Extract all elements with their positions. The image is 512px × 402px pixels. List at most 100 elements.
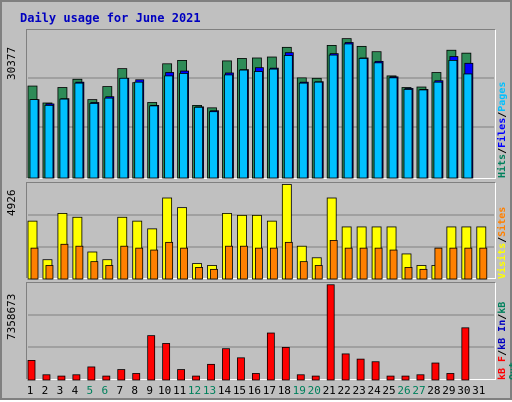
x-tick-label-day-3: 3	[56, 384, 64, 397]
x-tick-label-day-2: 2	[41, 384, 49, 397]
x-tick-label-day-6: 6	[101, 384, 109, 397]
bar-bottom-kb-f-day-7	[117, 369, 126, 381]
x-tick-label-day-15: 15	[232, 384, 247, 397]
x-tick-label-day-16: 16	[247, 384, 262, 397]
x-tick-label-day-1: 1	[26, 384, 34, 397]
x-tick-label-day-11: 11	[172, 384, 187, 397]
x-tick-label-day-20: 20	[307, 384, 321, 397]
x-tick-label-day-9: 9	[146, 384, 153, 397]
bar-bottom-kb-f-day-18	[281, 346, 290, 381]
bar-bottom-kb-f-day-3	[57, 375, 66, 381]
bar-top-pages-day-21	[328, 54, 338, 179]
bar-middle-sites-day-27	[419, 268, 428, 280]
bar-top-pages-day-20	[313, 81, 323, 179]
bar-top-pages-day-15	[239, 69, 248, 179]
bar-bottom-kb-f-day-11	[177, 369, 186, 381]
bar-middle-sites-day-20	[314, 265, 323, 280]
x-tick-label-day-7: 7	[116, 384, 124, 397]
bar-middle-sites-day-23	[359, 247, 368, 280]
bar-bottom-kb-f-day-25	[386, 375, 395, 381]
x-tick-label-day-31: 31	[472, 384, 486, 397]
x-tick-label-day-8: 8	[131, 384, 139, 397]
bar-middle-sites-day-4	[75, 245, 84, 280]
bar-bottom-kb-f-day-8	[132, 373, 141, 381]
bar-bottom-kb-f-day-15	[237, 357, 245, 381]
bar-middle-sites-day-19	[299, 261, 308, 280]
bar-top-pages-day-27	[418, 89, 428, 179]
x-tick-label-day-22: 22	[337, 384, 351, 397]
bar-bottom-kb-f-day-10	[162, 343, 171, 381]
bar-bottom-kb-f-day-6	[102, 375, 111, 381]
bar-middle-sites-day-5	[90, 261, 99, 280]
x-tick-label-day-28: 28	[427, 384, 441, 397]
bar-bottom-kb-f-day-13	[207, 363, 215, 381]
bar-middle-sites-day-25	[389, 249, 398, 280]
bar-middle-sites-day-3	[60, 243, 69, 280]
bar-middle-sites-day-9	[150, 249, 159, 280]
bar-bottom-kb-f-day-28	[431, 362, 440, 381]
x-tick-label-day-23: 23	[352, 384, 366, 397]
bar-bottom-kb-f-day-20	[311, 375, 320, 381]
bar-bottom-kb-f-day-24	[371, 361, 380, 381]
bar-top-pages-day-22	[343, 43, 353, 179]
bar-top-pages-day-26	[403, 89, 413, 179]
x-tick-label-day-25: 25	[382, 384, 396, 397]
bar-top-pages-day-11	[179, 73, 189, 179]
x-tick-label-day-14: 14	[217, 384, 232, 397]
bar-bottom-kb-f-day-16	[251, 373, 260, 381]
bar-middle-sites-day-31	[479, 247, 488, 280]
bar-middle-sites-day-30	[464, 247, 473, 280]
bar-top-pages-day-6	[104, 97, 114, 179]
bar-middle-sites-day-7	[120, 245, 129, 280]
bar-bottom-kb-f-day-2	[42, 374, 51, 381]
bar-top-pages-day-1	[29, 99, 39, 179]
bar-top-pages-day-3	[59, 98, 69, 179]
bar-middle-sites-day-28	[434, 247, 443, 280]
x-tick-label-day-30: 30	[457, 384, 471, 397]
x-tick-label-day-21: 21	[322, 384, 336, 397]
bar-top-pages-day-19	[298, 82, 308, 179]
bar-bottom-kb-f-day-22	[341, 353, 350, 381]
bar-top-pages-day-14	[224, 74, 233, 179]
bar-top-pages-day-18	[283, 55, 293, 179]
bar-top-pages-day-8	[134, 81, 144, 179]
bar-top-pages-day-5	[89, 103, 99, 179]
bar-middle-sites-day-18	[284, 241, 293, 280]
chart-title: Daily usage for June 2021	[20, 11, 201, 25]
x-tick-label-day-26: 26	[397, 384, 411, 397]
bar-middle-sites-day-14	[225, 245, 233, 280]
bar-bottom-kb-f-day-26	[401, 375, 410, 381]
bar-top-pages-day-28	[433, 81, 443, 179]
bar-top-pages-day-17	[268, 68, 278, 179]
x-tick-label-day-18: 18	[277, 384, 291, 397]
bar-bottom-kb-f-day-29	[446, 373, 455, 381]
volume-panel	[26, 282, 496, 380]
bar-middle-sites-day-8	[135, 247, 144, 280]
bar-top-pages-day-4	[74, 82, 84, 179]
x-tick-label-day-13: 13	[202, 384, 217, 397]
bar-bottom-kb-f-day-27	[416, 374, 425, 381]
bar-top-pages-day-10	[164, 75, 174, 179]
bar-top-pages-day-9	[149, 105, 159, 179]
bar-top-pages-day-24	[373, 62, 383, 179]
x-tick-label-day-5: 5	[86, 384, 94, 397]
x-tick-label-day-12: 12	[187, 384, 202, 397]
bar-middle-sites-day-6	[105, 265, 114, 280]
bar-middle-sites-day-22	[344, 247, 353, 280]
x-tick-label-day-4: 4	[71, 384, 79, 397]
bar-middle-sites-day-17	[269, 247, 278, 280]
bar-middle-sites-day-1	[30, 247, 39, 280]
bar-middle-sites-day-11	[180, 247, 189, 280]
bar-bottom-kb-f-day-12	[192, 375, 200, 381]
bar-middle-sites-day-21	[329, 240, 338, 280]
x-tick-label-day-19: 19	[292, 384, 306, 397]
bar-bottom-kb-f-day-17	[266, 332, 275, 381]
x-tick-label-day-10: 10	[158, 384, 172, 397]
bar-bottom-kb-f-day-4	[72, 374, 81, 381]
bar-bottom-kb-f-day-19	[296, 374, 305, 381]
bar-middle-sites-day-10	[165, 241, 174, 280]
bar-bottom-kb-f-day-23	[356, 358, 365, 381]
bar-bottom-kb-f-day-9	[147, 335, 156, 381]
